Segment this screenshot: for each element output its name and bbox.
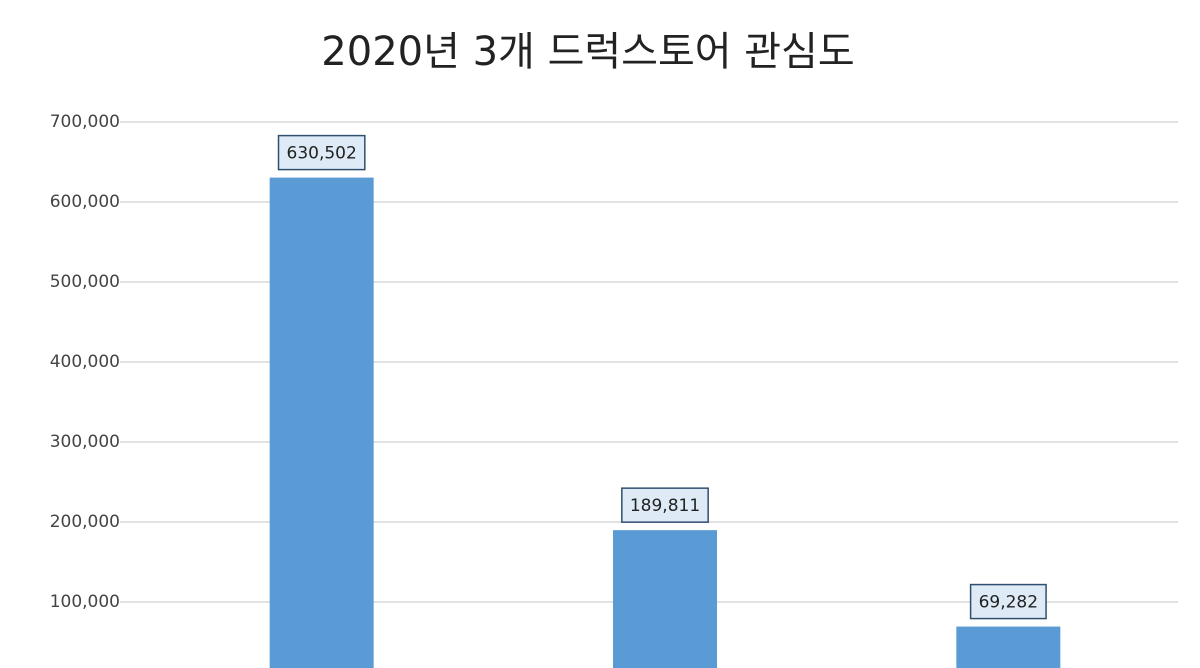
chart-title: 2020년 3개 드럭스토어 관심도 bbox=[321, 29, 854, 75]
value-label-box bbox=[277, 134, 366, 171]
y-tick-label: 700,000 bbox=[50, 112, 120, 132]
bar bbox=[269, 177, 374, 668]
y-tick-label: 600,000 bbox=[50, 192, 120, 212]
value-label: 189,811 bbox=[630, 496, 700, 516]
y-tick-label: 300,000 bbox=[50, 432, 120, 452]
value-label: 630,502 bbox=[287, 144, 357, 164]
value-label: 69,282 bbox=[979, 593, 1038, 613]
value-label-box bbox=[969, 583, 1047, 620]
value-label-box bbox=[621, 487, 709, 523]
y-tick-label: 500,000 bbox=[50, 272, 120, 292]
y-tick-label: 400,000 bbox=[50, 352, 120, 372]
bar bbox=[956, 626, 1061, 668]
y-tick-label: 200,000 bbox=[50, 512, 120, 532]
bar bbox=[613, 530, 717, 668]
y-tick-label: 100,000 bbox=[50, 592, 120, 612]
